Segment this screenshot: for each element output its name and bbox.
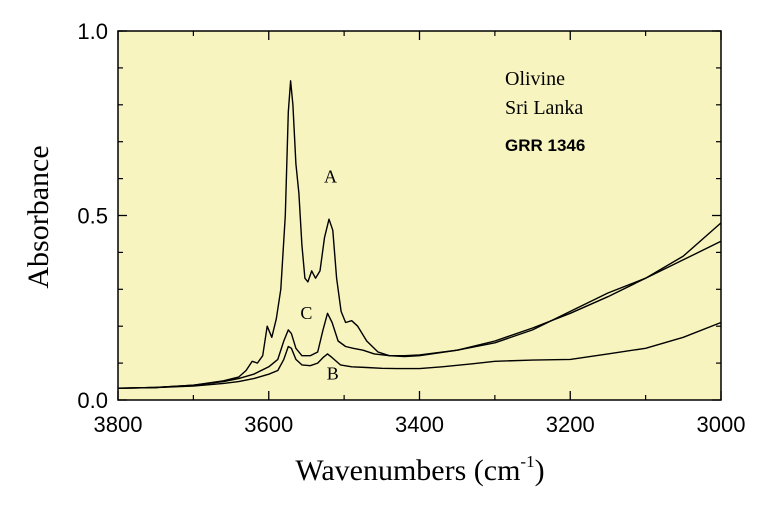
x-axis-title: Wavenumbers (cm-1): [295, 452, 544, 487]
x-axis-title-sup: -1: [520, 452, 534, 471]
x-tick-label-3200: 3200: [546, 412, 595, 437]
series-label-C: C: [300, 303, 312, 323]
x-axis-title-close: ): [535, 454, 545, 487]
series-line-C: [117, 222, 722, 389]
series-label-A: A: [324, 166, 337, 186]
y-axis-title: Absorbance: [22, 145, 55, 288]
y-tick-label-2: 1.0: [77, 19, 108, 44]
y-tick-label-0: 0.0: [77, 388, 108, 413]
y-tick-label-1: 0.5: [77, 204, 108, 229]
annotation-sample-id: GRR 1346: [505, 136, 585, 155]
x-tick-label-3600: 3600: [244, 412, 293, 437]
x-axis-title-main: Wavenumbers (cm: [295, 454, 520, 487]
series-line-B: [117, 321, 722, 389]
x-tick-label-3000: 3000: [697, 412, 746, 437]
x-tick-label-3400: 3400: [395, 412, 444, 437]
annotation-mineral: Olivine: [505, 68, 565, 90]
plot-area: [117, 30, 722, 401]
series-label-B: B: [327, 364, 339, 384]
x-tick-label-3800: 3800: [94, 412, 143, 437]
annotation-locality: Sri Lanka: [505, 97, 583, 119]
